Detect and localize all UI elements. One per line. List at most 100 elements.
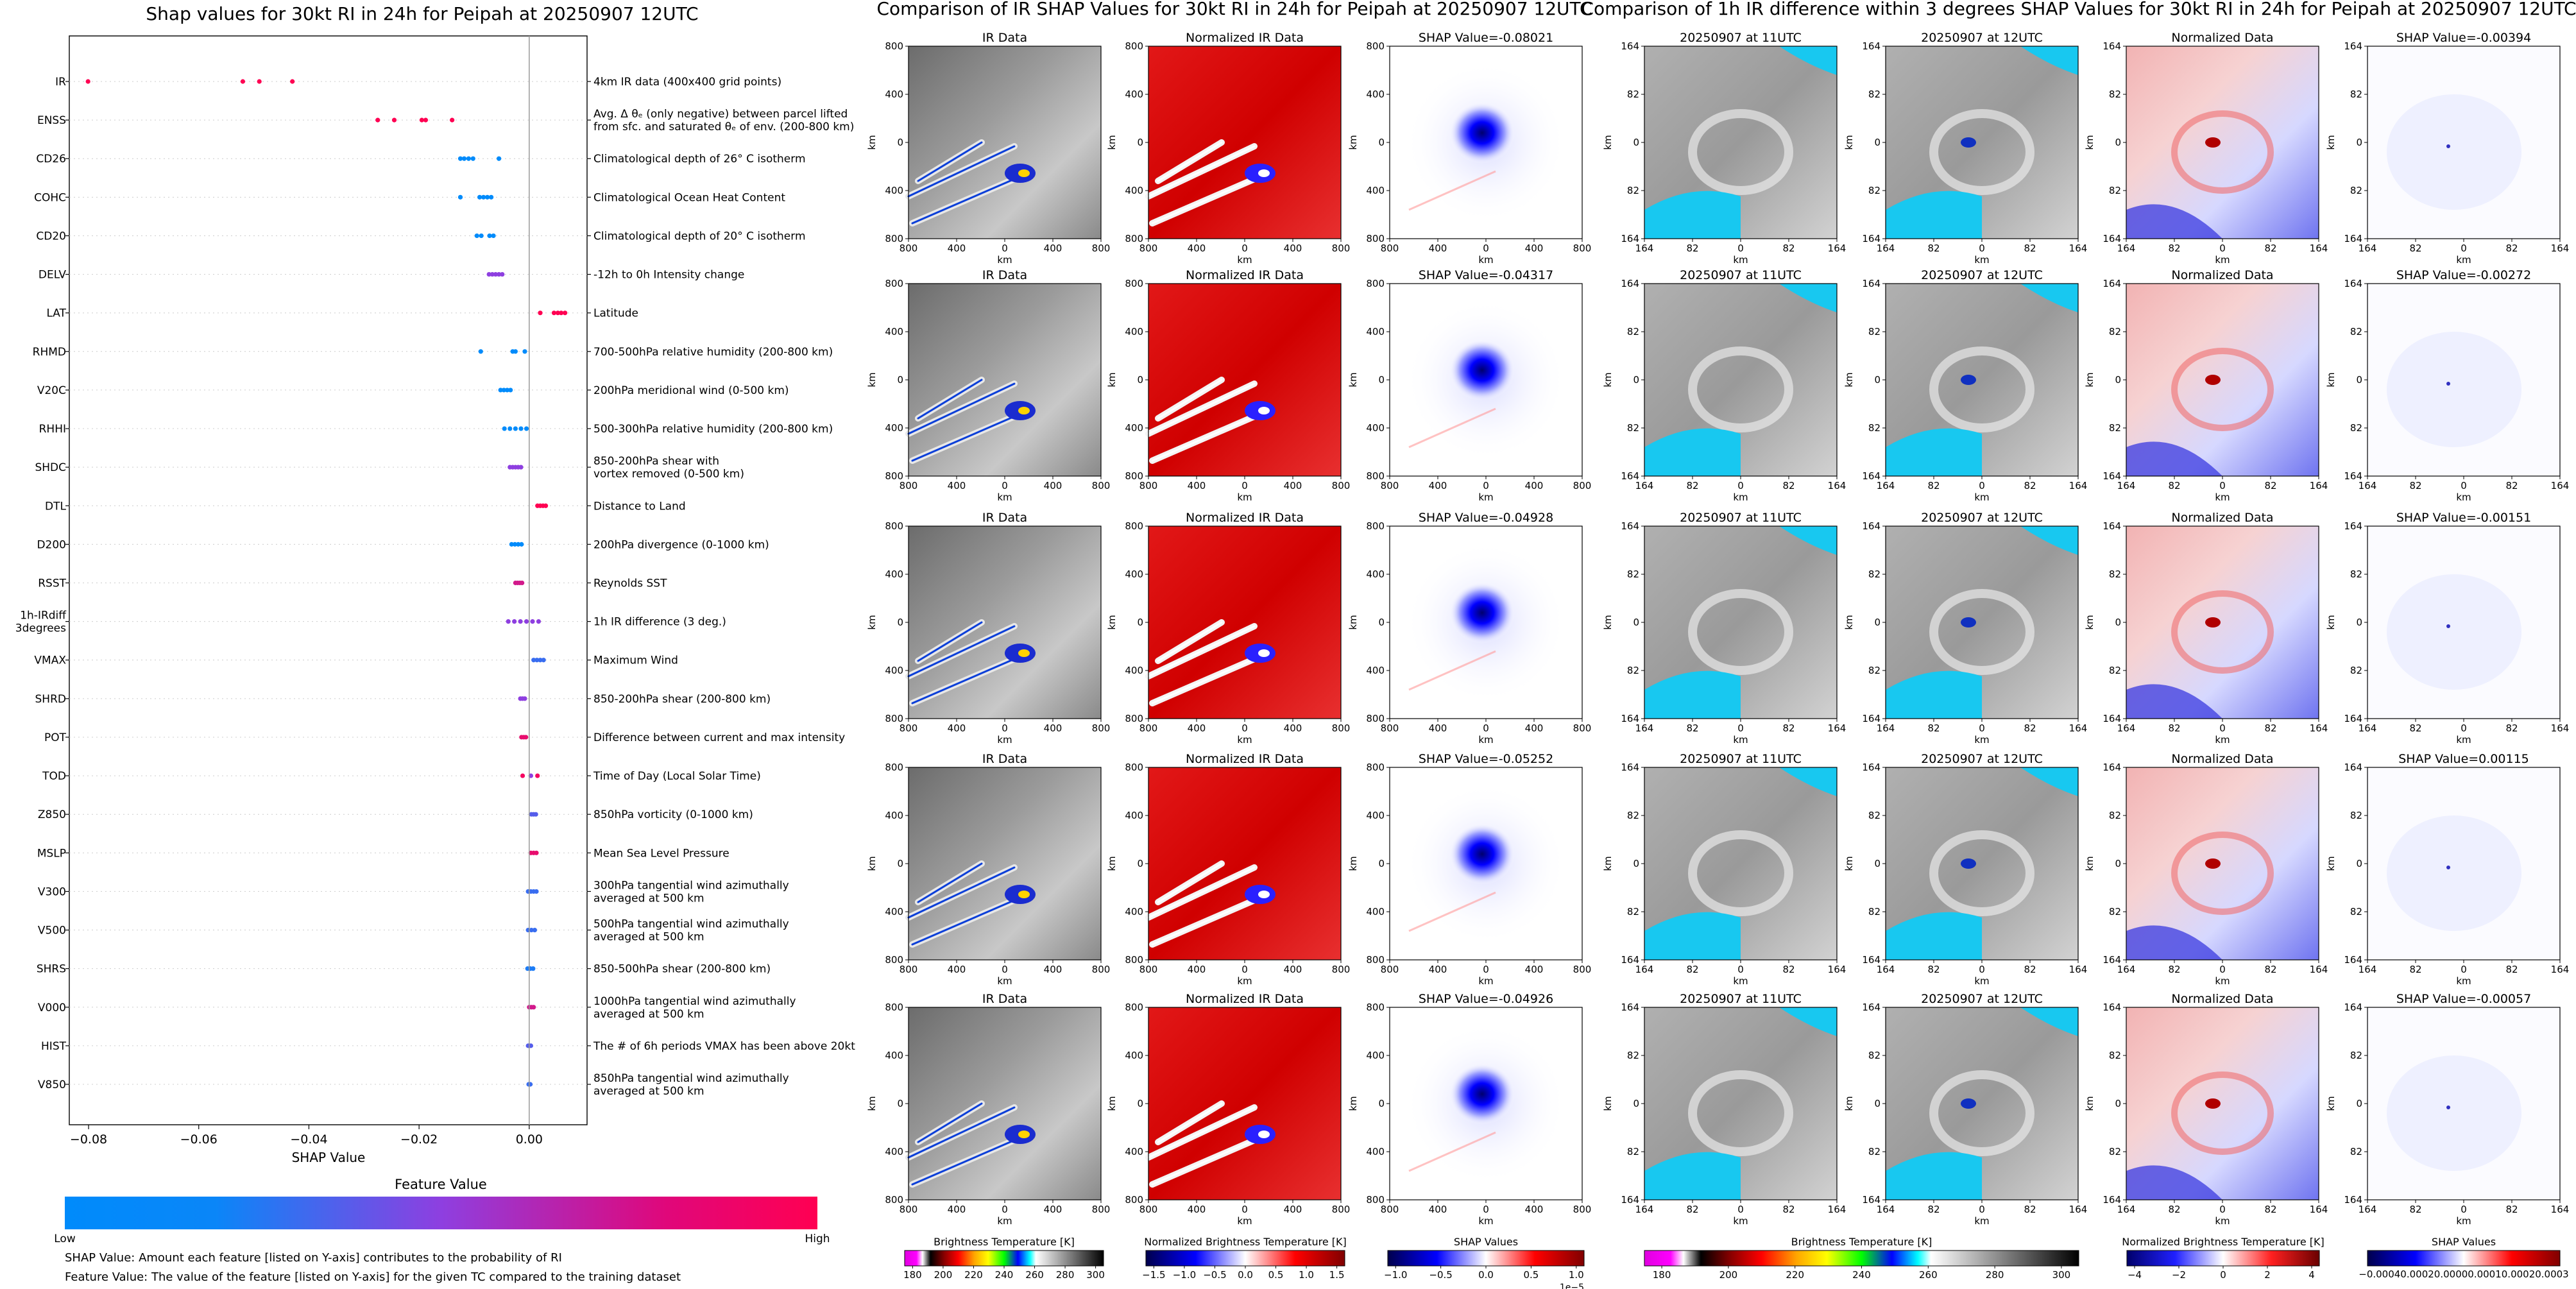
x-tick-label: 800: [1139, 722, 1158, 734]
y-tick-label: 164: [2344, 762, 2362, 773]
y-tick-label: 82: [2350, 665, 2362, 676]
y-axis-label: km: [2084, 615, 2095, 629]
x-tick-label: 800: [1139, 964, 1158, 975]
x-tick-label: 400: [948, 480, 966, 491]
y-tick-label: 400: [885, 810, 903, 821]
x-tick-label: 0: [2461, 722, 2467, 734]
y-tick-label: 82: [1627, 185, 1639, 196]
shap-point: [516, 542, 521, 547]
diff-panel-r5-c1: 20250907 at 11UTC1641648282008282164164k…: [1602, 992, 1846, 1227]
x-tick-label: 82: [2024, 722, 2036, 734]
ir-panel-r2-c3: SHAP Value=-0.04317800800400400004004008…: [1347, 268, 1591, 503]
x-tick-label: 800: [1139, 1204, 1158, 1215]
x-tick-label: 800: [1332, 964, 1351, 975]
cold-cloud-area: [1886, 670, 1982, 719]
y-tick-label: 800: [1125, 762, 1143, 773]
y-axis-label: km: [1106, 1096, 1118, 1111]
y-tick-label: 0: [1633, 858, 1639, 869]
convective-core: [1258, 169, 1270, 177]
y-tick-label: 82: [1868, 810, 1881, 821]
x-tick-label: 0: [1483, 480, 1489, 491]
x-tick-label: 82: [1927, 480, 1940, 491]
y-tick-label: 164: [2344, 954, 2362, 966]
shap-point: [490, 271, 495, 277]
x-tick-label: 400: [1525, 480, 1544, 491]
colorbar-tick-label: 1.0: [1569, 1269, 1584, 1281]
y-tick-label: 800: [1125, 520, 1143, 532]
y-tick-label: 0: [1137, 137, 1143, 148]
x-tick-label: 164: [2117, 722, 2136, 734]
convective-core: [1018, 407, 1030, 414]
shap-point: [497, 156, 502, 161]
feature-description-label: 1000hPa tangential wind azimuthally: [593, 995, 796, 1008]
y-tick-label: 164: [2103, 1002, 2121, 1013]
convective-core: [1258, 407, 1270, 414]
y-tick-label: 400: [1125, 1146, 1143, 1157]
shap-point: [518, 619, 523, 624]
colorbar-tick-label: −4: [2128, 1269, 2142, 1281]
y-tick-label: 164: [2344, 278, 2362, 289]
colorbar-tick-label: 0.0: [1478, 1269, 1494, 1281]
storm-eye-feature: [1961, 137, 1976, 148]
x-tick-label: 400: [1044, 243, 1062, 254]
cold-cloud-core: [1151, 409, 1269, 462]
feature-description-label: 850hPa tangential wind azimuthally: [593, 1072, 789, 1085]
panel-title: Normalized IR Data: [1186, 511, 1304, 525]
colorbar-ir: Brightness Temperature [K] 180 200 220 240 26…: [903, 1236, 1105, 1281]
x-tick-label: 0: [1979, 964, 1985, 975]
panel-title: Normalized Data: [2171, 268, 2273, 282]
x-axis-label: km: [2215, 1215, 2230, 1227]
y-tick-label: 800: [1366, 1002, 1385, 1013]
x-axis-label: km: [2456, 254, 2471, 266]
shap-point: [538, 658, 543, 663]
colorbar-gradient: [1145, 1250, 1345, 1267]
x-tick-label: 0: [1979, 722, 1985, 734]
x-axis-label: km: [997, 975, 1012, 987]
x-tick-label: 164: [2358, 722, 2377, 734]
x-tick-label: 164: [1828, 1204, 1847, 1215]
shap-point: [85, 79, 90, 84]
y-tick-label: 800: [1366, 762, 1385, 773]
cold-cloud-core: [1147, 866, 1256, 919]
colorbar-shap: SHAP Values −1.0 −0.5 0.0 0.5 1.0 1e−5: [1384, 1236, 1585, 1289]
colorbar-tick-label: 240: [995, 1269, 1014, 1281]
x-tick-label: 164: [1828, 480, 1847, 491]
y-axis-label: km: [1347, 856, 1359, 871]
y-tick-label: 164: [2103, 470, 2121, 482]
y-axis-label: km: [866, 1096, 878, 1111]
shap-point: [531, 1005, 536, 1010]
shap-point: [489, 194, 494, 200]
ir-image: [908, 46, 1101, 239]
y-tick-label: 800: [1125, 1194, 1143, 1206]
colorbar-tick-label: 300: [1086, 1269, 1105, 1281]
y-tick-label: 0: [1633, 1098, 1639, 1109]
cold-cloud-area: [1644, 191, 1741, 239]
x-tick-label: 82: [1927, 1204, 1940, 1215]
x-tick-label: 164: [1877, 1204, 1895, 1215]
y-tick-label: 800: [1366, 233, 1385, 244]
feature-row-v20c: V20C 200hPa meridional wind (0-500 km): [37, 384, 789, 397]
y-axis-label: km: [1347, 615, 1359, 629]
normalized-ir-image: [1148, 1007, 1341, 1200]
feature-description-label: averaged at 500 km: [593, 931, 704, 944]
y-tick-label: 0: [1633, 374, 1639, 386]
storm-eye-feature: [1961, 858, 1976, 869]
cold-cloud-core: [917, 862, 983, 903]
x-axis-label: km: [1974, 491, 1989, 503]
y-tick-label: 82: [1627, 665, 1639, 676]
y-tick-label: 82: [2109, 665, 2121, 676]
x-axis-label: km: [997, 254, 1012, 266]
panel-title: 20250907 at 11UTC: [1680, 268, 1802, 282]
y-axis-label: km: [2084, 856, 2095, 871]
colorbar-label: Normalized Brightness Temperature [K]: [2122, 1236, 2324, 1248]
y-tick-label: 82: [2109, 422, 2121, 434]
shap-point: [536, 619, 542, 624]
shap-point: [520, 580, 525, 586]
feature-row-cd20: CD20 Climatological depth of 20° C isothe…: [36, 230, 805, 243]
y-tick-label: 164: [1862, 40, 1881, 52]
x-tick-label: 82: [2024, 964, 2036, 975]
cold-cloud-core: [911, 172, 1029, 225]
feature-value-high-label: High: [805, 1233, 830, 1245]
x-tick-label: 164: [2551, 964, 2570, 975]
y-tick-label: 0: [2356, 617, 2362, 628]
